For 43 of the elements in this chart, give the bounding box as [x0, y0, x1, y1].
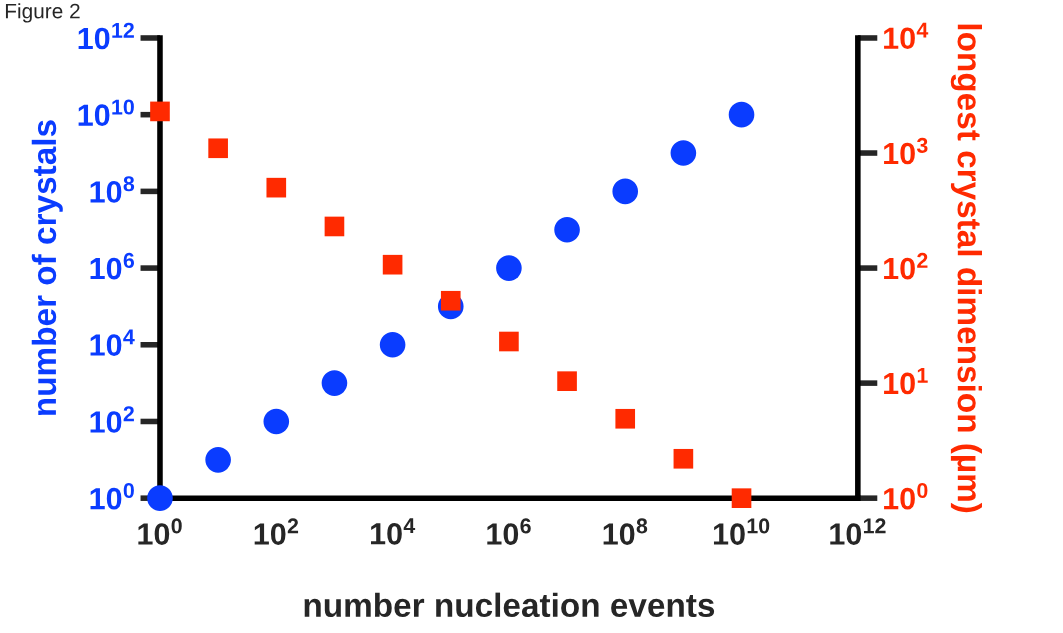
point	[557, 371, 577, 391]
point	[379, 331, 406, 358]
point	[147, 485, 173, 511]
point	[499, 331, 519, 352]
y-tick-label: 10$^{0}$	[884, 482, 928, 510]
y-tick-label: 10$^{12}$	[78, 22, 134, 50]
y-axis-title: number of crystals	[31, 120, 63, 415]
y-tick-label: 10$^{2}$	[90, 406, 134, 433]
y-tick-label: 10$^{8}$	[90, 176, 135, 203]
x-tick-label: 10$^{0}$	[138, 518, 182, 545]
point	[324, 216, 345, 237]
point	[321, 370, 348, 396]
x-tick-label: 10$^{4}$	[371, 518, 416, 545]
x-tick-label: 10$^{2}$	[254, 518, 299, 545]
point	[208, 138, 228, 159]
point	[266, 177, 287, 198]
caption: Figure 2	[5, 3, 80, 23]
point	[670, 140, 697, 166]
point	[728, 101, 755, 128]
y-tick-label: 10$^{4}$	[884, 22, 929, 50]
y-tick-label: 10$^{2}$	[884, 252, 928, 280]
x-axis-title: number nucleation events	[304, 592, 715, 618]
point	[382, 254, 403, 275]
point	[673, 448, 694, 469]
point	[612, 178, 639, 205]
x-tick-label: 10$^{12}$	[830, 518, 886, 545]
point	[554, 216, 580, 243]
y-tick-label: 10$^{6}$	[90, 252, 135, 280]
x-tick-label: 10$^{8}$	[603, 518, 648, 545]
y-tick-label: 10$^{1}$	[884, 367, 928, 395]
y-tick-label: 10$^{0}$	[90, 482, 134, 510]
point	[150, 101, 170, 122]
point	[496, 255, 522, 281]
point	[731, 488, 752, 508]
point	[615, 408, 636, 429]
y-tick-label: 10$^{10}$	[78, 99, 134, 127]
y-tick-label: 10$^{3}$	[884, 137, 928, 165]
y-axis-title: longest crystal dimension (µm)	[950, 24, 982, 513]
x-tick-label: 10$^{6}$	[487, 518, 531, 545]
y-tick-label: 10$^{4}$	[90, 329, 135, 356]
point	[205, 447, 231, 473]
x-tick-label: 10$^{10}$	[713, 518, 770, 545]
point	[263, 408, 290, 435]
